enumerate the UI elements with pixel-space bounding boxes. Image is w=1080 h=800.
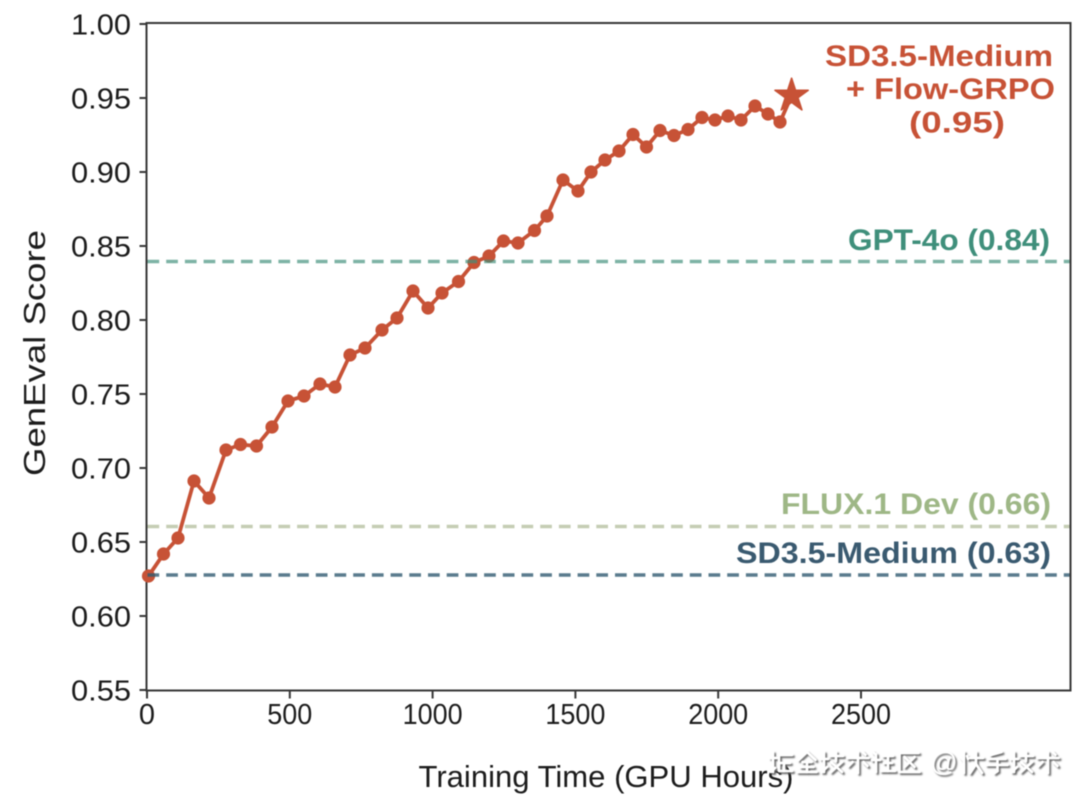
svg-text:0.85: 0.85 xyxy=(71,232,131,264)
svg-text:FLUX.1 Dev (0.66): FLUX.1 Dev (0.66) xyxy=(781,488,1051,521)
svg-text:0.75: 0.75 xyxy=(71,380,131,412)
svg-text:1500: 1500 xyxy=(545,699,605,731)
svg-text:GPT-4o (0.84): GPT-4o (0.84) xyxy=(848,224,1050,257)
svg-text:0.90: 0.90 xyxy=(71,158,131,190)
svg-text:SD3.5-Medium: SD3.5-Medium xyxy=(825,40,1053,73)
svg-text:2500: 2500 xyxy=(831,699,891,731)
svg-text:SD3.5-Medium (0.63): SD3.5-Medium (0.63) xyxy=(736,537,1051,570)
svg-text:+ Flow-GRPO: + Flow-GRPO xyxy=(846,73,1055,106)
svg-text:0.70: 0.70 xyxy=(71,454,131,486)
svg-text:1.00: 1.00 xyxy=(71,10,131,42)
svg-text:@: @ xyxy=(930,747,957,777)
svg-text:1000: 1000 xyxy=(403,699,463,731)
svg-text:GenEval Score: GenEval Score xyxy=(17,230,52,476)
svg-text:2000: 2000 xyxy=(688,699,748,731)
svg-text:0.65: 0.65 xyxy=(71,528,131,560)
svg-text:(0.95): (0.95) xyxy=(909,107,1005,140)
svg-text:0.80: 0.80 xyxy=(71,306,131,338)
svg-text:500: 500 xyxy=(267,699,312,731)
svg-text:0.95: 0.95 xyxy=(71,84,131,116)
svg-text:0.55: 0.55 xyxy=(71,676,131,708)
svg-text:0: 0 xyxy=(139,699,155,731)
svg-text:0.60: 0.60 xyxy=(71,602,131,634)
svg-text:Training Time (GPU Hours): Training Time (GPU Hours) xyxy=(419,759,794,794)
